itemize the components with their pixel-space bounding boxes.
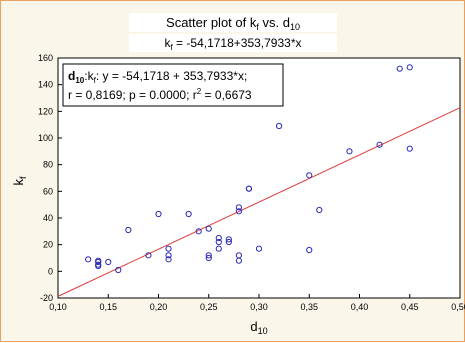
data-point [406, 145, 413, 152]
x-tick-label: 0,40 [351, 302, 369, 312]
data-point [276, 122, 283, 130]
y-tick-label: 100 [38, 133, 53, 143]
y-tick-label: 80 [43, 160, 53, 170]
title-box [129, 13, 337, 32]
data-point [95, 262, 102, 270]
data-point [406, 64, 413, 71]
y-tick-label: 140 [38, 80, 53, 90]
data-point [185, 210, 192, 218]
data-point [346, 148, 353, 155]
data-point [215, 238, 222, 246]
data-point [145, 252, 152, 259]
x-tick-label: 0,45 [401, 302, 419, 312]
data-point [235, 204, 242, 211]
data-point [155, 210, 162, 218]
regression-line [57, 107, 461, 297]
annotation-line-1: d10:kf: y = -54,1718 + 353,7933*x; [68, 69, 247, 85]
x-tick-label: 0,50 [451, 302, 465, 312]
data-point [235, 257, 242, 264]
data-point [215, 245, 222, 252]
data-point [225, 238, 232, 246]
annotation-line-2: r = 0,8169; p = 0.0000; r2 = 0,6673 [68, 87, 252, 102]
annotation-box [62, 63, 284, 107]
y-tick-label: 120 [38, 106, 53, 116]
data-point [165, 252, 172, 259]
data-point [125, 226, 132, 234]
data-point [306, 172, 313, 179]
y-tick-label: 60 [43, 186, 53, 196]
regression-layer [57, 107, 461, 297]
y-axis-label: kf [11, 176, 28, 186]
data-point [85, 256, 92, 263]
data-point [95, 258, 102, 266]
data-point [205, 254, 212, 262]
data-point [245, 185, 253, 192]
x-tick-label: 0,25 [200, 302, 218, 312]
axes: 0,10 0,15 0,20 0,25 0,30 0,35 0,40 0,45 0,50 -20 0… [38, 53, 465, 312]
data-point [205, 252, 212, 259]
x-tick-label: 0,20 [150, 302, 168, 312]
points-layer [85, 64, 413, 274]
x-tick-label: 0,35 [300, 302, 318, 312]
data-point [215, 234, 222, 242]
data-point [255, 245, 263, 252]
chart-title: Scatter plot of kf vs. d10 [166, 15, 300, 32]
x-tick-label: 0,15 [99, 302, 117, 312]
data-point [396, 65, 403, 72]
data-point [115, 266, 122, 274]
data-point [235, 208, 242, 215]
y-tick-label: 0 [48, 266, 53, 276]
y-tick-label: 40 [43, 213, 53, 223]
data-point [306, 246, 313, 254]
data-point [105, 258, 112, 266]
data-point [225, 236, 232, 243]
chart-subtitle: kf = -54,1718+353,7933*x [164, 36, 301, 52]
x-tick-label: 0,10 [49, 302, 67, 312]
y-tick-label: 20 [43, 240, 53, 250]
data-point [376, 141, 383, 148]
y-tick-label: 160 [38, 53, 53, 63]
y-tick-label: -20 [40, 293, 53, 303]
data-point [205, 225, 212, 232]
data-point [195, 228, 202, 235]
data-point [165, 256, 172, 263]
subtitle-box [129, 34, 337, 52]
x-tick-label: 0,30 [250, 302, 268, 312]
x-axis-label: d10 [250, 319, 267, 336]
data-point [316, 206, 323, 214]
data-point [165, 245, 172, 252]
